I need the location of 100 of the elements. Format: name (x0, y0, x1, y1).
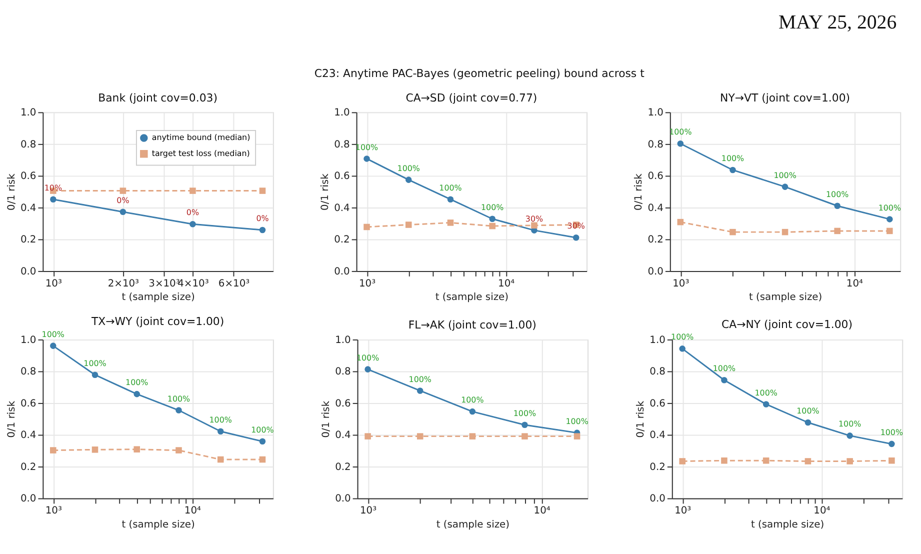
y-tick-label: 1.0 (648, 108, 664, 119)
point (834, 228, 840, 234)
point (572, 234, 580, 241)
point (834, 202, 840, 209)
y-tick-label: 0.2 (648, 234, 664, 246)
point (190, 188, 196, 194)
y-tick-label: 0.6 (648, 171, 664, 182)
point (259, 438, 266, 445)
x-tick-label: 10⁴ (814, 506, 830, 517)
annotation: 100% (397, 164, 420, 173)
y-tick-label: 0.8 (20, 366, 36, 378)
annotation: 100% (408, 374, 432, 384)
point (405, 222, 412, 228)
point (364, 433, 371, 440)
x-tick-label: 10⁴ (534, 506, 550, 517)
annotation: 100% (84, 358, 107, 368)
x-tick-label: 6×10³ (218, 278, 250, 290)
annotation: 100% (251, 425, 274, 434)
chart-title: FL→AK (joint cov=1.00) (408, 318, 536, 332)
x-axis-title: t (sample size) (436, 520, 510, 531)
point (92, 446, 98, 453)
point (50, 196, 56, 202)
point (522, 433, 528, 440)
point (782, 184, 788, 190)
chart-title: CA→NY (joint cov=1.00) (722, 318, 852, 331)
annotation: 100% (167, 394, 191, 404)
annotation: 10% (44, 183, 62, 192)
annotation: 100% (754, 388, 778, 398)
annotation: 100% (796, 406, 820, 416)
x-axis-title: t (sample size) (435, 292, 509, 304)
point (217, 428, 224, 435)
x-tick-label: 10³ (358, 278, 376, 290)
point (364, 366, 371, 372)
y-axis-title: 0/1 risk (636, 400, 647, 438)
point (730, 166, 736, 174)
point (886, 216, 893, 222)
annotation: 100% (513, 408, 537, 418)
text: C23: Anytime PAC-Bayes (geometric peeling) bound across t (314, 67, 646, 80)
x-tick-label: 10³ (45, 278, 62, 290)
point (190, 220, 196, 228)
point (679, 458, 686, 464)
y-tick-label: 0.2 (650, 462, 666, 473)
point (447, 220, 454, 226)
x-tick-label: 2×10³ (108, 278, 140, 290)
point (259, 188, 266, 194)
point (721, 376, 728, 384)
annotation: 100% (481, 202, 504, 212)
y-tick-label: 1.0 (20, 334, 36, 346)
y-tick-label: 0.0 (650, 494, 666, 505)
x-axis-title: t (sample size) (122, 520, 195, 531)
point (134, 446, 140, 452)
point (50, 342, 56, 349)
y-tick-label: 0.0 (20, 266, 36, 278)
x-tick-label: 10³ (360, 506, 377, 517)
x-tick-label: 10⁴ (184, 506, 202, 517)
annotation: 100% (209, 415, 232, 424)
point (888, 457, 895, 464)
y-tick-label: 0.8 (335, 366, 351, 378)
x-axis-title: t (sample size) (122, 292, 195, 304)
point (416, 388, 424, 394)
point (176, 447, 182, 454)
y-axis-title: 0/1 risk (6, 173, 18, 210)
x-tick-label: 10³ (672, 278, 690, 290)
annotation: 0% (116, 196, 130, 205)
point (846, 432, 853, 439)
y-tick-label: 0.4 (20, 202, 36, 214)
y-tick-label: 0.2 (335, 462, 351, 473)
point (259, 456, 266, 463)
point (762, 401, 770, 408)
y-axis-title: 0/1 risk (321, 400, 332, 438)
chart-title: CA→SD (joint cov=0.77) (406, 91, 538, 104)
text: MAY 25, 2026 (778, 12, 897, 34)
point (364, 156, 370, 162)
point (447, 196, 454, 202)
y-tick-label: 0.6 (335, 398, 351, 410)
y-tick-label: 0.2 (20, 462, 36, 473)
point (364, 224, 370, 230)
point (522, 422, 528, 428)
x-axis-title: t (sample size) (748, 292, 822, 304)
y-tick-label: 0.4 (650, 430, 666, 442)
legend-label: anytime bound (median) (152, 132, 250, 142)
annotation: 30% (567, 222, 586, 231)
annotation: 0% (256, 214, 270, 224)
point (804, 458, 812, 464)
point (489, 216, 496, 222)
y-tick-label: 0.6 (20, 398, 36, 410)
y-tick-label: 0.0 (648, 266, 664, 278)
point (259, 226, 266, 234)
annotation: 30% (525, 214, 544, 224)
point (762, 457, 770, 464)
annotation: 100% (566, 416, 589, 426)
y-tick-label: 1.0 (650, 334, 666, 346)
x-tick-label: 10⁴ (498, 278, 515, 290)
point (730, 228, 736, 236)
annotation: 100% (42, 330, 65, 339)
point (50, 447, 56, 454)
annotation: 100% (826, 190, 850, 199)
annotation: 100% (721, 154, 745, 164)
annotation: 100% (838, 420, 862, 429)
point (782, 228, 788, 236)
